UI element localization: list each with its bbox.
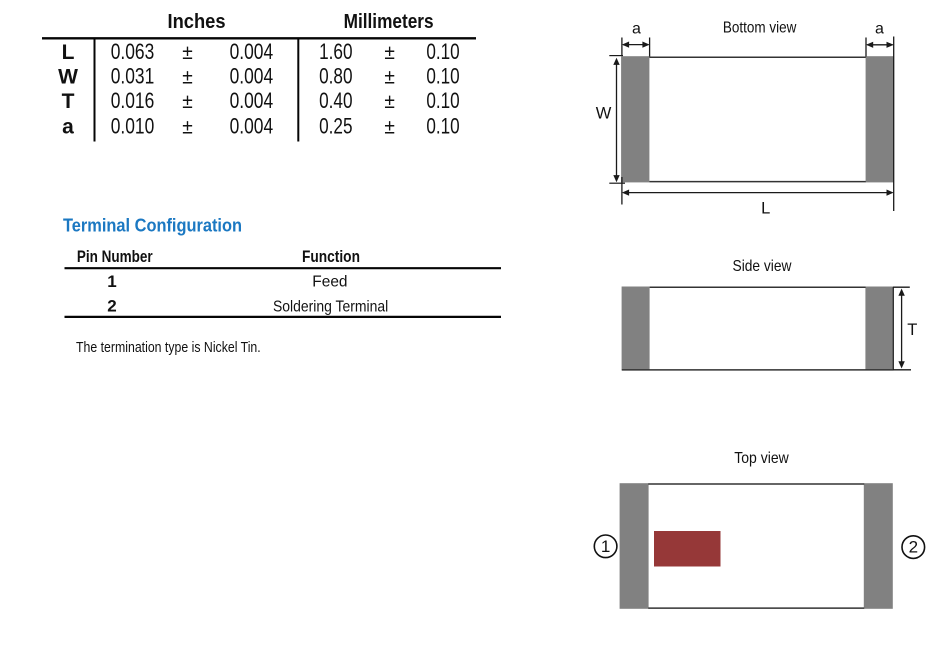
svg-text:0.004: 0.004 <box>230 88 274 113</box>
svg-text:±: ± <box>182 91 193 113</box>
svg-text:0.010: 0.010 <box>111 114 155 139</box>
svg-text:W: W <box>58 65 78 88</box>
svg-text:1.60: 1.60 <box>319 39 352 64</box>
svg-text:Top view: Top view <box>734 450 789 467</box>
svg-text:T: T <box>907 321 917 339</box>
svg-text:Soldering Terminal: Soldering Terminal <box>273 298 388 315</box>
svg-text:T: T <box>62 90 75 113</box>
svg-text:The termination type is Nickel: The termination type is Nickel Tin. <box>76 339 261 356</box>
svg-text:0.031: 0.031 <box>111 63 155 88</box>
svg-text:a: a <box>62 116 74 139</box>
svg-text:W: W <box>596 105 612 123</box>
svg-text:a: a <box>632 20 641 37</box>
svg-text:0.016: 0.016 <box>111 88 155 113</box>
svg-text:±: ± <box>384 117 395 139</box>
svg-text:Terminal Configuration: Terminal Configuration <box>63 215 242 235</box>
svg-text:0.004: 0.004 <box>230 63 274 88</box>
svg-text:a: a <box>875 20 884 37</box>
svg-text:Pin Number: Pin Number <box>77 247 153 266</box>
svg-text:Millimeters: Millimeters <box>344 11 434 33</box>
svg-text:Inches: Inches <box>168 11 226 33</box>
svg-text:0.25: 0.25 <box>319 114 352 139</box>
svg-text:±: ± <box>384 42 395 64</box>
svg-text:Function: Function <box>302 247 360 266</box>
svg-text:0.10: 0.10 <box>426 63 459 88</box>
svg-text:2: 2 <box>107 297 116 316</box>
svg-text:Bottom view: Bottom view <box>723 20 797 37</box>
svg-text:0.004: 0.004 <box>230 114 274 139</box>
svg-text:±: ± <box>182 42 193 64</box>
svg-text:±: ± <box>384 91 395 113</box>
svg-text:0.40: 0.40 <box>319 88 352 113</box>
svg-text:L: L <box>62 41 75 64</box>
svg-text:1: 1 <box>107 272 116 291</box>
svg-text:L: L <box>761 200 770 218</box>
svg-text:Feed: Feed <box>312 274 347 291</box>
svg-text:0.10: 0.10 <box>426 39 459 64</box>
svg-text:±: ± <box>182 66 193 88</box>
svg-text:1: 1 <box>601 537 610 556</box>
svg-text:0.10: 0.10 <box>426 114 459 139</box>
svg-text:0.063: 0.063 <box>111 39 155 64</box>
svg-text:0.80: 0.80 <box>319 63 352 88</box>
svg-text:0.004: 0.004 <box>230 39 274 64</box>
svg-text:±: ± <box>384 66 395 88</box>
svg-text:Side view: Side view <box>733 258 792 275</box>
svg-text:±: ± <box>182 117 193 139</box>
svg-text:2: 2 <box>909 538 918 557</box>
svg-text:0.10: 0.10 <box>426 88 459 113</box>
